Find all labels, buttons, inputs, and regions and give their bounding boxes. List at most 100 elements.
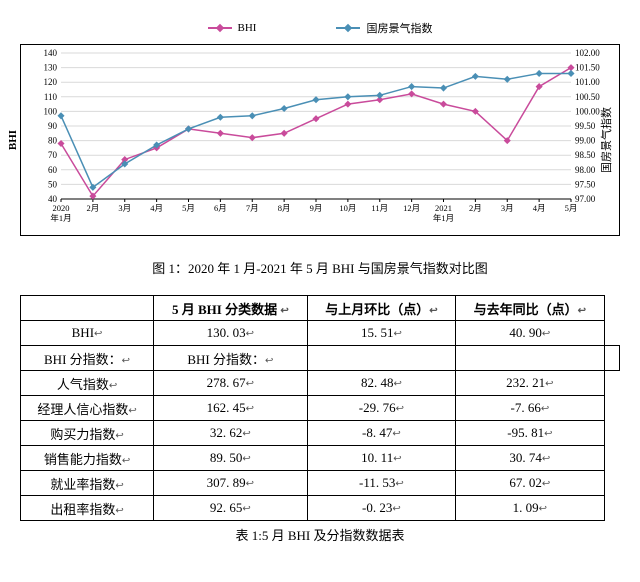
- legend-item-bhi: BHI: [208, 20, 257, 36]
- table-cell: 30. 74↩: [456, 446, 604, 471]
- svg-text:98.50: 98.50: [575, 150, 596, 160]
- table-cell: -7. 66↩: [456, 396, 604, 421]
- table-cell: 130. 03↩: [154, 321, 308, 346]
- svg-text:2月: 2月: [469, 203, 482, 213]
- svg-text:6月: 6月: [214, 203, 227, 213]
- svg-text:4月: 4月: [533, 203, 546, 213]
- table-cell: 15. 51↩: [307, 321, 455, 346]
- svg-text:年1月: 年1月: [50, 213, 71, 223]
- svg-text:2021: 2021: [435, 203, 452, 213]
- y-axis-left-label: BHI: [7, 130, 19, 150]
- table-cell: 232. 21↩: [456, 371, 604, 396]
- svg-text:9月: 9月: [310, 203, 323, 213]
- table-cell: 32. 62↩: [154, 421, 308, 446]
- svg-text:12月: 12月: [403, 203, 420, 213]
- table-cell: 162. 45↩: [154, 396, 308, 421]
- svg-text:100.50: 100.50: [575, 92, 600, 102]
- table-row: BHI↩130. 03↩15. 51↩40. 90↩: [21, 321, 620, 346]
- table-cell: 82. 48↩: [307, 371, 455, 396]
- table-row: 人气指数↩278. 67↩82. 48↩232. 21↩: [21, 371, 620, 396]
- svg-text:97.00: 97.00: [575, 194, 596, 204]
- svg-text:50: 50: [48, 179, 58, 189]
- legend-label-gf: 国房景气指数: [366, 20, 432, 36]
- table-header-cell: 与上月环比（点）↩: [307, 296, 455, 321]
- table-row-label: BHI↩: [21, 321, 154, 346]
- svg-text:100.00: 100.00: [575, 106, 600, 116]
- svg-text:99.00: 99.00: [575, 136, 596, 146]
- svg-text:11月: 11月: [371, 203, 388, 213]
- data-table: 5 月 BHI 分类数据 ↩与上月环比（点）↩与去年同比（点）↩ BHI↩130…: [20, 295, 620, 521]
- svg-text:70: 70: [48, 150, 58, 160]
- chart-caption: 图 1：2020 年 1 月-2021 年 5 月 BHI 与国房景气指数对比图: [20, 258, 620, 277]
- table-caption: 表 1:5 月 BHI 及分指数数据表: [20, 525, 620, 544]
- table-row-label: BHI 分指数：↩: [154, 346, 308, 371]
- table-row: 出租率指数↩92. 65↩-0. 23↩1. 09↩: [21, 496, 620, 521]
- table-cell: 1. 09↩: [456, 496, 604, 521]
- table-cell: -95. 81↩: [456, 421, 604, 446]
- table-cell: [456, 346, 604, 371]
- svg-text:7月: 7月: [246, 203, 259, 213]
- svg-text:100: 100: [44, 106, 58, 116]
- svg-text:102.00: 102.00: [575, 48, 600, 58]
- table-row: 销售能力指数↩89. 50↩10. 11↩30. 74↩: [21, 446, 620, 471]
- table-cell: 10. 11↩: [307, 446, 455, 471]
- table-row-label: 人气指数↩: [21, 371, 154, 396]
- svg-text:2020: 2020: [53, 203, 70, 213]
- table-cell: 307. 89↩: [154, 471, 308, 496]
- table-header-cell: [21, 296, 154, 321]
- table-cell: 89. 50↩: [154, 446, 308, 471]
- svg-text:101.00: 101.00: [575, 77, 600, 87]
- svg-text:4月: 4月: [150, 203, 163, 213]
- chart-legend: BHI 国房景气指数: [20, 20, 620, 36]
- table-row-label: 出租率指数↩: [21, 496, 154, 521]
- svg-text:2月: 2月: [86, 203, 99, 213]
- svg-text:60: 60: [48, 165, 58, 175]
- table-row-label: 销售能力指数↩: [21, 446, 154, 471]
- table-cell: -0. 23↩: [307, 496, 455, 521]
- table-cell: [307, 346, 455, 371]
- table-cell: 40. 90↩: [456, 321, 604, 346]
- svg-text:10月: 10月: [339, 203, 356, 213]
- svg-text:101.50: 101.50: [575, 63, 600, 73]
- legend-marker-bhi: [208, 27, 232, 29]
- legend-item-gf: 国房景气指数: [336, 20, 432, 36]
- table-row: 就业率指数↩307. 89↩-11. 53↩67. 02↩: [21, 471, 620, 496]
- table-row: BHI 分指数：↩BHI 分指数：↩: [21, 346, 620, 371]
- svg-text:97.50: 97.50: [575, 179, 596, 189]
- table-row-label: 购买力指数↩: [21, 421, 154, 446]
- table-cell: -29. 76↩: [307, 396, 455, 421]
- chart-container: BHI 40506070809010011012013014097.0097.5…: [20, 44, 620, 236]
- table-cell: -11. 53↩: [307, 471, 455, 496]
- svg-text:140: 140: [44, 48, 58, 58]
- svg-text:110: 110: [44, 92, 58, 102]
- table-row: 经理人信心指数↩162. 45↩-29. 76↩-7. 66↩: [21, 396, 620, 421]
- svg-text:99.50: 99.50: [575, 121, 596, 131]
- svg-text:3月: 3月: [118, 203, 131, 213]
- table-cell: [604, 346, 619, 371]
- table-cell: 278. 67↩: [154, 371, 308, 396]
- svg-text:3月: 3月: [501, 203, 514, 213]
- legend-marker-gf: [336, 27, 360, 29]
- svg-text:年1月: 年1月: [433, 213, 454, 223]
- table-row: 购买力指数↩32. 62↩-8. 47↩-95. 81↩: [21, 421, 620, 446]
- svg-text:5月: 5月: [565, 203, 578, 213]
- table-cell: -8. 47↩: [307, 421, 455, 446]
- table-header-row: 5 月 BHI 分类数据 ↩与上月环比（点）↩与去年同比（点）↩: [21, 296, 620, 321]
- svg-text:130: 130: [44, 63, 58, 73]
- table-row-label: 就业率指数↩: [21, 471, 154, 496]
- table-cell: 92. 65↩: [154, 496, 308, 521]
- table-row-label: BHI 分指数：↩: [21, 346, 154, 371]
- svg-text:5月: 5月: [182, 203, 195, 213]
- svg-text:80: 80: [48, 136, 58, 146]
- table-header-cell: 与去年同比（点）↩: [456, 296, 604, 321]
- svg-text:120: 120: [44, 77, 58, 87]
- table-cell: 67. 02↩: [456, 471, 604, 496]
- svg-text:90: 90: [48, 121, 58, 131]
- line-chart: 40506070809010011012013014097.0097.5098.…: [21, 45, 619, 235]
- legend-label-bhi: BHI: [238, 22, 257, 34]
- y-axis-right-label: 国房景气指数: [598, 107, 614, 173]
- svg-text:8月: 8月: [278, 203, 291, 213]
- table-header-cell: 5 月 BHI 分类数据 ↩: [154, 296, 308, 321]
- svg-text:98.00: 98.00: [575, 165, 596, 175]
- table-row-label: 经理人信心指数↩: [21, 396, 154, 421]
